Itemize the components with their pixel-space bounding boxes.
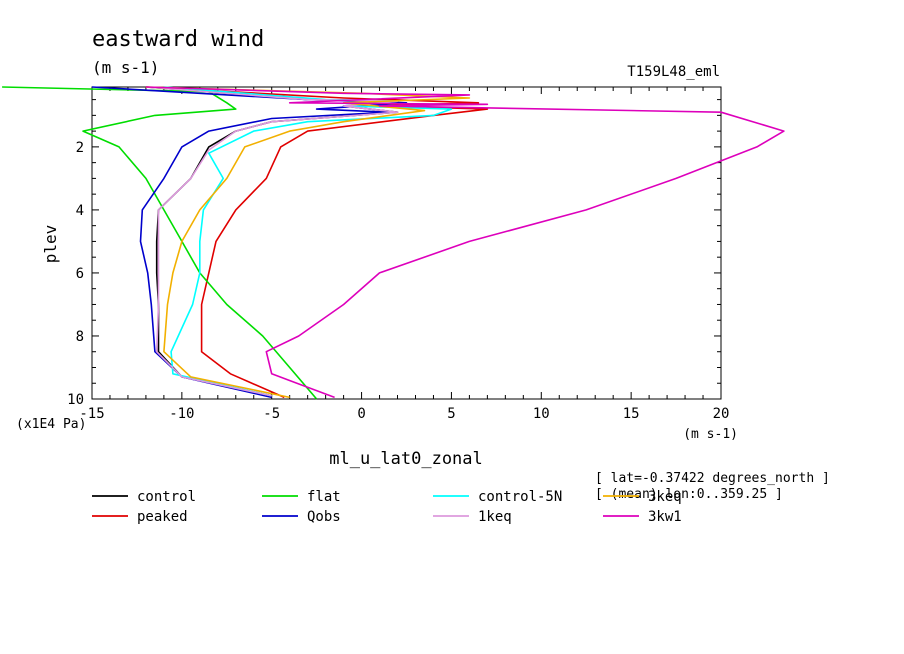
y-tick-label: 2 — [76, 140, 84, 156]
chart-title: eastward wind — [92, 27, 264, 52]
legend-item-control-5N: control-5N — [433, 489, 562, 505]
x-unit-label: (m s-1) — [683, 427, 738, 442]
y-tick-label: 8 — [76, 329, 84, 345]
legend-item-peaked: peaked — [92, 509, 188, 525]
series-line-3keq — [145, 86, 471, 399]
y-tick-label: 10 — [67, 392, 84, 408]
x-tick-labels: -15 -10 -5 0 5 10 15 20 — [79, 406, 729, 422]
legend-item-3keq: 3keq — [603, 489, 682, 505]
y-unit-label: (x1E4 Pa) — [16, 417, 86, 432]
series-line-control-5N — [163, 86, 453, 397]
legend-label: flat — [307, 489, 341, 505]
x-tick-label: 20 — [713, 406, 730, 422]
series-line-peaked — [145, 86, 489, 399]
legend-label: 3kw1 — [648, 509, 682, 525]
x-tick-label: 10 — [533, 406, 550, 422]
y-tick-labels: 2 4 6 8 10 — [67, 140, 84, 408]
legend-label: Qobs — [307, 509, 341, 525]
y-tick-label: 4 — [76, 203, 84, 219]
x-tick-label: 0 — [357, 406, 365, 422]
x-tick-label: -10 — [169, 406, 194, 422]
legend-item-flat: flat — [262, 489, 341, 505]
x-axis-label: ml_u_lat0_zonal — [329, 449, 483, 469]
y-tick-label: 6 — [76, 266, 84, 282]
run-label: T159L48_eml — [627, 64, 720, 80]
legend-item-Qobs: Qobs — [262, 509, 341, 525]
x-tick-label: 15 — [623, 406, 640, 422]
x-tick-label: -15 — [79, 406, 104, 422]
lat-note: [ lat=-0.37422 degrees_north ] — [595, 471, 830, 486]
plot-frame — [91, 86, 722, 400]
chart-subtitle: (m s-1) — [92, 58, 159, 77]
series-line-flat — [2, 86, 318, 400]
y-axis-label: plev — [41, 225, 60, 264]
legend-label: control-5N — [478, 489, 562, 505]
data-lines — [2, 86, 785, 400]
legend-item-1keq: 1keq — [433, 509, 512, 525]
x-tick-label: 5 — [447, 406, 455, 422]
axis-ticks — [91, 87, 722, 400]
legend-label: peaked — [137, 509, 188, 525]
legend-item-control: control — [92, 489, 196, 505]
x-tick-label: -5 — [263, 406, 280, 422]
legend: control flat control-5N 3keq peaked Qobs 1keq 3… — [92, 489, 682, 525]
legend-label: 1keq — [478, 509, 512, 525]
lon-note: [ (mean) lon:0..359.25 ] — [595, 487, 783, 502]
legend-label: 3keq — [648, 489, 682, 505]
legend-label: control — [137, 489, 196, 505]
series-line-3kw1 — [145, 86, 785, 399]
legend-item-3kw1: 3kw1 — [603, 509, 682, 525]
